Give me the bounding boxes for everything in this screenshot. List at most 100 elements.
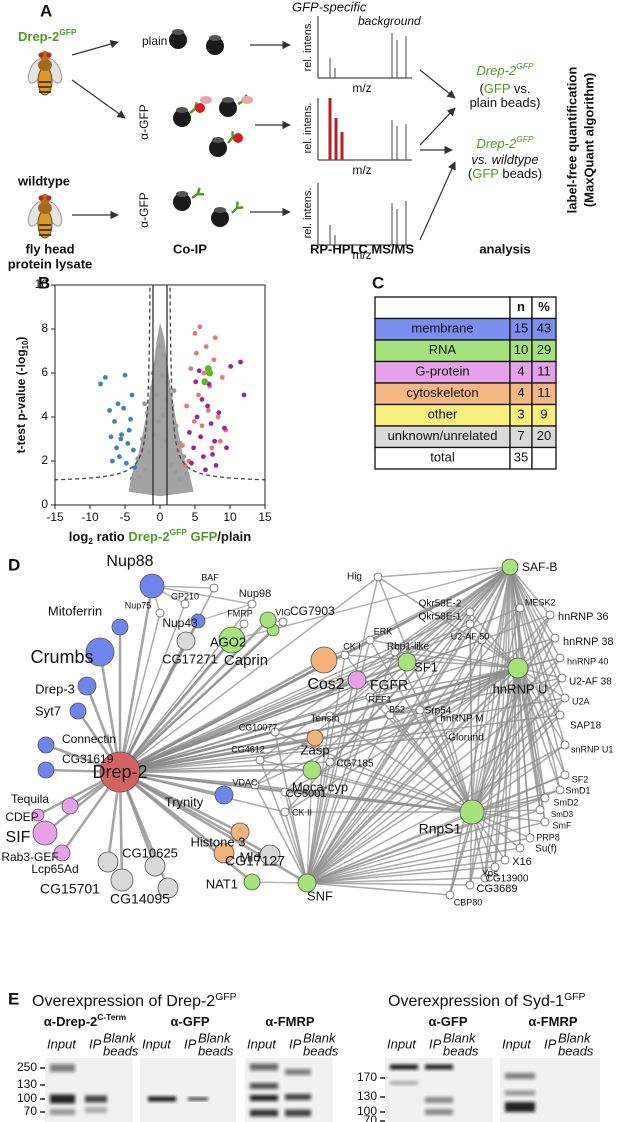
text-part: ( (468, 166, 473, 181)
node-label: CG17127 (225, 853, 285, 869)
node-label: Rbp1-like (387, 642, 430, 653)
lane-label: IP (544, 1036, 557, 1051)
node (373, 572, 383, 582)
node (176, 631, 196, 651)
bead-top (214, 207, 226, 213)
text-part: t-test p-value (-log (14, 349, 28, 453)
panel-label: E (8, 989, 19, 1008)
band (505, 1090, 535, 1096)
fly-label: Drep-2GFP (18, 27, 77, 44)
step-label: RP-HPLC MS/MS (310, 241, 414, 256)
edge (306, 837, 531, 884)
edge (471, 667, 519, 813)
table-label: total (430, 450, 455, 465)
node-label: SF2 (572, 774, 589, 784)
band (250, 1109, 278, 1117)
y-tick-label: 6 (41, 365, 48, 379)
edge (306, 607, 521, 884)
node (507, 657, 529, 679)
node-label: CG31619 (62, 752, 114, 766)
point (203, 344, 209, 349)
line (419, 69, 456, 99)
x-tick-label: -10 (81, 510, 99, 524)
point (199, 423, 205, 429)
fly-thorax (38, 202, 52, 214)
node (239, 619, 249, 629)
node-label: CDEP (5, 810, 38, 824)
point (213, 463, 219, 468)
text-part: α-Drep-2 (44, 1014, 98, 1029)
fly-stripe (39, 86, 51, 88)
panel-label: C (372, 273, 384, 292)
node (218, 626, 246, 654)
table-label: G-protein (415, 364, 469, 379)
band (285, 1109, 311, 1117)
node (535, 805, 545, 815)
point (187, 430, 192, 435)
bead (169, 31, 187, 49)
text-part: Syd-1 (522, 993, 564, 1010)
edge (306, 797, 546, 884)
lane-label: Blank (198, 1030, 232, 1045)
node (325, 757, 335, 767)
edge (509, 566, 566, 776)
lane-label: beads (198, 1043, 234, 1058)
text-part: GFP (59, 27, 77, 37)
y-axis-label: t-test p-value (-log10) (14, 337, 30, 454)
text-part: Drep-2 (18, 29, 59, 44)
x-tick-label: 15 (258, 510, 272, 524)
text-part: Drep-2 (166, 993, 215, 1010)
node (302, 760, 322, 780)
point (142, 401, 148, 407)
edge (306, 667, 519, 884)
node-label: Lcp65Ad (31, 862, 78, 876)
node-label: Trynity (165, 794, 204, 809)
node-label: RnpS1 (419, 821, 462, 837)
text-part: GFP (516, 61, 534, 71)
band (148, 1096, 176, 1102)
node (37, 761, 55, 779)
band (505, 1102, 535, 1112)
node-label: Nup98 (239, 588, 271, 600)
edge (306, 866, 496, 884)
node (465, 607, 475, 617)
point (159, 372, 165, 378)
edge (119, 612, 161, 773)
point (188, 366, 194, 371)
table-cell (374, 296, 511, 320)
edge (484, 667, 519, 879)
point (118, 436, 124, 442)
point (212, 438, 218, 444)
node (270, 727, 280, 737)
node (555, 653, 565, 663)
lane-label: Input (387, 1036, 417, 1051)
node-label: Yps (482, 869, 499, 880)
node (445, 890, 455, 900)
antibody-label: α-GFP (428, 1014, 467, 1029)
fly-stripe (39, 81, 51, 83)
text-part: Overexpression of (388, 993, 522, 1010)
edge (119, 576, 379, 773)
text-part: α-GFP (428, 1014, 467, 1029)
point (201, 370, 207, 376)
band (285, 1094, 311, 1100)
node (297, 873, 317, 893)
text-part: α-GFP (170, 1014, 209, 1029)
edge (471, 744, 566, 813)
edge (471, 614, 551, 813)
line (419, 107, 456, 146)
point (103, 375, 108, 380)
bead-top (222, 97, 234, 103)
point (205, 403, 211, 409)
node-label: Su(f) (535, 844, 557, 855)
point (194, 414, 200, 420)
marker-label: 100 (17, 1091, 37, 1105)
step-label: analysis (479, 241, 530, 256)
text-part: GFP (170, 527, 188, 537)
node (61, 797, 79, 815)
point (184, 403, 190, 409)
node-label: Zasp (301, 742, 330, 757)
node (77, 676, 97, 696)
